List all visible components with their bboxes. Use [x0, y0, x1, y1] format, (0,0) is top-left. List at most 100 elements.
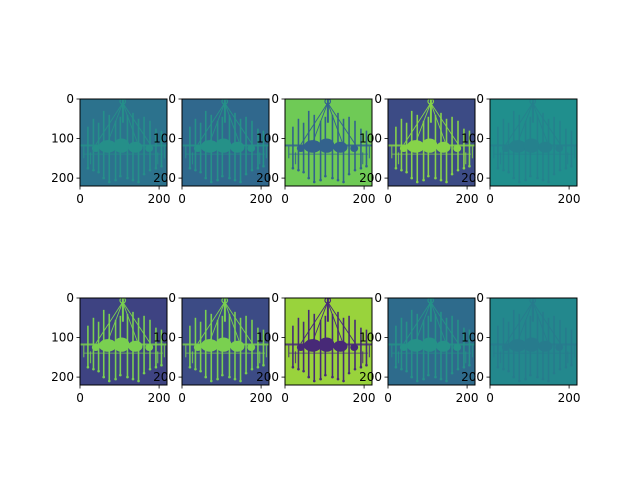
pattern-drop-tip: [107, 379, 111, 383]
pattern-drop-tip: [445, 379, 448, 383]
y-tick-label: 100: [256, 132, 279, 146]
pattern-spoke: [327, 102, 343, 143]
pattern-spoke: [122, 301, 151, 344]
pattern-drop: [216, 319, 219, 380]
subplot-frame: [387, 98, 476, 187]
pattern-drop-tip: [422, 178, 425, 182]
pattern-drop-tip: [405, 170, 408, 174]
subplot-frame: [284, 297, 373, 386]
pattern-drop-tip: [558, 168, 562, 172]
pattern-drop-tip: [336, 178, 340, 182]
y-tick-label: 200: [51, 370, 74, 384]
pattern-drop-tip: [512, 176, 516, 180]
pattern-tuft: [391, 146, 393, 159]
pattern-drop: [114, 319, 117, 380]
pattern-drop-tip: [119, 174, 122, 178]
pattern-tuft: [157, 152, 159, 165]
pattern-drop-tip: [250, 367, 254, 371]
pattern-body: [230, 141, 245, 153]
heatmap-image: [388, 298, 475, 385]
pattern-drop-tip: [239, 180, 242, 184]
pattern-drop-tip: [517, 180, 521, 184]
y-tick-label: 100: [461, 331, 484, 345]
pattern-spoke: [327, 102, 356, 145]
pattern-drop: [155, 327, 157, 368]
pattern-drop-tip: [137, 379, 140, 383]
x-tick-label: 0: [486, 391, 494, 405]
pattern-group: [388, 298, 475, 383]
pattern-drop-tip: [221, 174, 224, 178]
y-tick-label: 100: [153, 132, 176, 146]
pattern-drop-tip: [552, 371, 556, 375]
pattern-drop: [216, 120, 219, 181]
pattern-drop-tip: [394, 166, 398, 170]
pattern-group: [182, 99, 269, 184]
pattern-drop-tip: [400, 367, 403, 371]
pattern-drop: [395, 325, 397, 368]
pattern-body: [91, 144, 100, 152]
pattern-drop-tip: [209, 180, 213, 184]
pattern-drop-tip: [456, 367, 460, 371]
pattern-drop-tip: [524, 377, 527, 381]
y-tick-label: 200: [461, 370, 484, 384]
x-tick-label: 200: [353, 192, 376, 206]
x-tick-label: 200: [456, 192, 479, 206]
pattern-body: [113, 337, 130, 352]
heatmap-image: [285, 99, 372, 186]
pattern-drop: [189, 126, 191, 169]
pattern-tuft: [567, 152, 569, 165]
pattern-body: [555, 343, 564, 351]
pattern-drop: [160, 130, 163, 167]
x-tick-label: 200: [250, 391, 273, 405]
pattern-arm-lower: [391, 153, 472, 155]
pattern-group: [285, 298, 372, 383]
pattern-tuft: [259, 351, 261, 364]
pattern-spoke: [532, 301, 561, 344]
y-tick-label: 0: [476, 291, 484, 305]
heatmap-image: [182, 99, 269, 186]
pattern-drop-tip: [415, 180, 419, 184]
pattern-body: [145, 144, 154, 152]
pattern-drop: [319, 319, 322, 380]
x-tick-label: 200: [558, 192, 581, 206]
pattern-drop-tip: [244, 371, 248, 375]
pattern-drop-tip: [496, 365, 500, 369]
pattern-body: [247, 343, 256, 351]
pattern-body: [406, 140, 425, 153]
pattern-drop-tip: [209, 379, 213, 383]
pattern-body: [508, 140, 527, 153]
pattern-drop-tip: [216, 178, 219, 182]
pattern-spoke: [430, 301, 459, 344]
pattern-spoke: [430, 102, 446, 143]
pattern-body: [523, 337, 540, 352]
pattern-arm-lower: [493, 153, 574, 155]
pattern-drop-tip: [188, 365, 192, 369]
pattern-drop-tip: [199, 170, 202, 174]
pattern-drop: [463, 327, 465, 368]
pattern-body: [296, 144, 305, 152]
pattern-drop-tip: [142, 371, 146, 375]
pattern-tuft: [294, 351, 297, 364]
pattern-tuft: [368, 146, 371, 159]
pattern-stem: [326, 298, 329, 322]
y-tick-label: 100: [359, 132, 382, 146]
pattern-group: [285, 99, 372, 184]
pattern-arm-lower: [83, 153, 164, 155]
pattern-spoke: [532, 102, 561, 145]
pattern-body: [215, 337, 232, 352]
pattern-drop-tip: [517, 379, 521, 383]
pattern-body: [501, 144, 510, 152]
pattern-tuft: [465, 351, 467, 364]
pattern-body: [318, 337, 335, 352]
y-tick-label: 200: [153, 171, 176, 185]
pattern-drop-tip: [434, 375, 437, 379]
pattern-drop-tip: [131, 377, 135, 381]
pattern-drop-tip: [529, 373, 532, 377]
pattern-tuft: [493, 345, 495, 358]
x-tick-label: 0: [178, 391, 186, 405]
pattern-body: [303, 339, 322, 352]
pattern-drop-tip: [228, 375, 231, 379]
pattern-drop: [360, 327, 362, 368]
